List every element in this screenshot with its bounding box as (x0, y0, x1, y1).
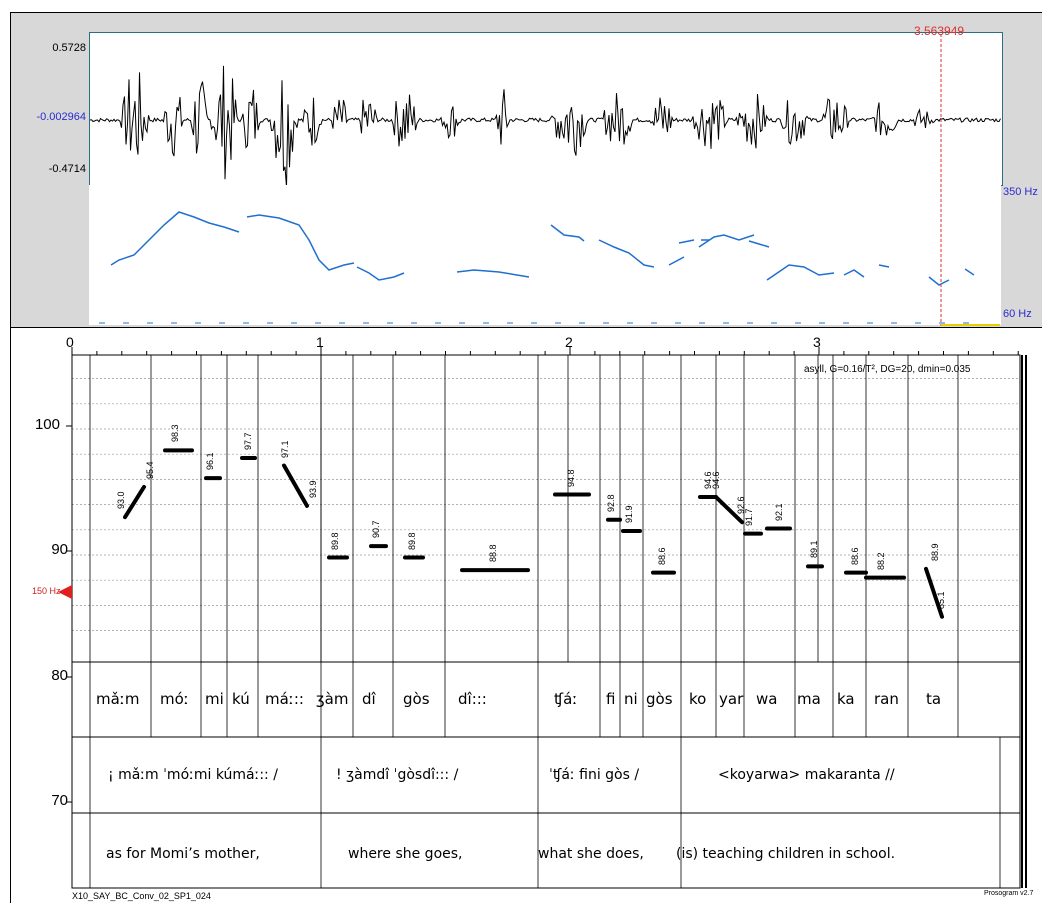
nucleus-value-label: 97.1 (280, 440, 290, 458)
nucleus-stroke (123, 484, 146, 520)
nucleus-value-label: 85.1 (936, 591, 946, 609)
nucleus-stroke (714, 495, 744, 525)
y-tick-80: 80 (51, 667, 68, 684)
pitch-view[interactable] (89, 185, 1001, 325)
pitch-bottom-label: 60 Hz (1003, 308, 1032, 320)
pitch-segment (668, 256, 685, 266)
syllable: yar (719, 690, 744, 708)
pitch-segment (246, 214, 355, 271)
nucleus-stroke (282, 463, 309, 508)
syllable: móː (160, 690, 189, 708)
nucleus-value-label: 89.8 (407, 531, 417, 550)
syllable: ko (689, 690, 707, 708)
reference-marker (58, 585, 72, 599)
time-tick-1: 1 (316, 334, 324, 350)
pitch-segment (964, 268, 975, 276)
nucleus-value-label: 93.0 (116, 491, 126, 510)
nucleus-value-label: 94.8 (566, 468, 576, 487)
nucleus-value-label: 97.7 (243, 432, 253, 450)
nucleus-value-label: 88.6 (657, 547, 667, 565)
time-tick-2: 2 (565, 334, 573, 350)
pitch-contour (99, 211, 975, 324)
syllable: gòs (403, 690, 430, 708)
gloss: as for Momi’s mother, (106, 846, 260, 862)
syllable: mi (205, 690, 224, 708)
pitch-segment (843, 269, 865, 278)
version-label: Prosogram v2.7 (984, 890, 1034, 897)
phrase: ˈʧáː fini gòs / (549, 767, 640, 783)
gloss: what she does, (538, 846, 644, 862)
pitch-segment (550, 224, 585, 242)
file-id: X10_SAY_BC_Conv_02_SP1_024 (72, 891, 211, 901)
syllable: ʧáː (554, 690, 578, 708)
gloss: where she goes, (348, 846, 463, 862)
pitch-top-label: 350 Hz (1003, 186, 1038, 198)
y-tick-90: 90 (51, 541, 68, 558)
nucleus-value-label: 89.1 (809, 540, 819, 559)
nucleus-value-label: 98.3 (170, 424, 180, 443)
nucleus-value-label: 88.8 (488, 544, 498, 563)
syllable: fi (606, 690, 616, 708)
pitch-segment (356, 266, 405, 281)
amp-mid-label: -0.002964 (36, 111, 86, 123)
pitch-segment (598, 239, 655, 268)
nucleus-stroke (924, 566, 944, 619)
phrase: <koyarwa> makaranta // (718, 767, 895, 783)
nucleus-value-label: 89.8 (330, 531, 340, 550)
time-tick-0: 0 (66, 334, 74, 350)
cursor-time-label: 3.563949 (914, 24, 965, 38)
pitch-segment (928, 276, 950, 286)
syllable: wa (756, 690, 778, 708)
pitch-segment (748, 240, 770, 248)
nucleus-value-label: 91.7 (744, 508, 754, 526)
phrase: ¡ mǎːm ˈmóːmi kúmáː:: / (108, 767, 278, 783)
pitch-segment (456, 269, 530, 278)
gloss: (is) teaching children in school. (676, 846, 896, 862)
nucleus-value-label: 88.6 (850, 547, 860, 565)
phrase: ! ʒàmdî ˈgòsdî::: / (336, 767, 459, 783)
pitch-segment (110, 211, 240, 266)
waveform-view[interactable] (89, 32, 1003, 188)
syllable: ʒàm (316, 690, 349, 708)
syllable: ka (837, 690, 855, 708)
waveform-trace (89, 65, 1001, 188)
syllable: dî (362, 690, 376, 708)
syllable: gòs (646, 690, 673, 708)
amp-max-label: 0.5728 (52, 42, 86, 54)
syllable: máː:: (265, 690, 304, 708)
syllable: ma (797, 690, 821, 708)
waveform-path (89, 65, 1001, 188)
syllable: ran (874, 690, 899, 708)
syllable: dî::: (458, 690, 487, 708)
y-tick-100: 100 (34, 416, 60, 433)
cursor-overlay (940, 34, 1000, 326)
nucleus-value-label: 94.6 (711, 471, 721, 490)
syllable: kú (232, 690, 250, 708)
nucleus-value-label: 93.9 (308, 480, 318, 498)
syllable: ni (624, 690, 638, 708)
pitch-segment (878, 264, 890, 268)
nucleus-value-label: 95.4 (145, 461, 155, 479)
nucleus-value-label: 92.1 (774, 503, 784, 521)
nucleus-value-label: 90.7 (371, 520, 381, 539)
prosogram-plot (58, 347, 1027, 889)
nucleus-value-label: 92.8 (606, 494, 616, 512)
time-tick-3: 3 (813, 334, 821, 350)
pitch-segment (766, 264, 835, 281)
analysis-info: asyll, G=0.16/T², DG=20, dmin=0.035 (804, 364, 971, 375)
amp-min-label: -0.4714 (48, 163, 86, 175)
syllable: ta (926, 690, 942, 708)
y-tick-70: 70 (51, 792, 68, 809)
nucleus-value-label: 88.2 (876, 552, 886, 570)
syllable: mǎːm (96, 690, 140, 708)
nucleus-value-label: 96.1 (205, 452, 215, 471)
nucleus-value-label: 88.9 (930, 543, 940, 561)
prosogram-panel (10, 327, 1042, 903)
reference-label: 150 Hz (32, 586, 61, 596)
pitch-segment (678, 239, 695, 244)
nucleus-value-label: 91.9 (624, 505, 634, 524)
